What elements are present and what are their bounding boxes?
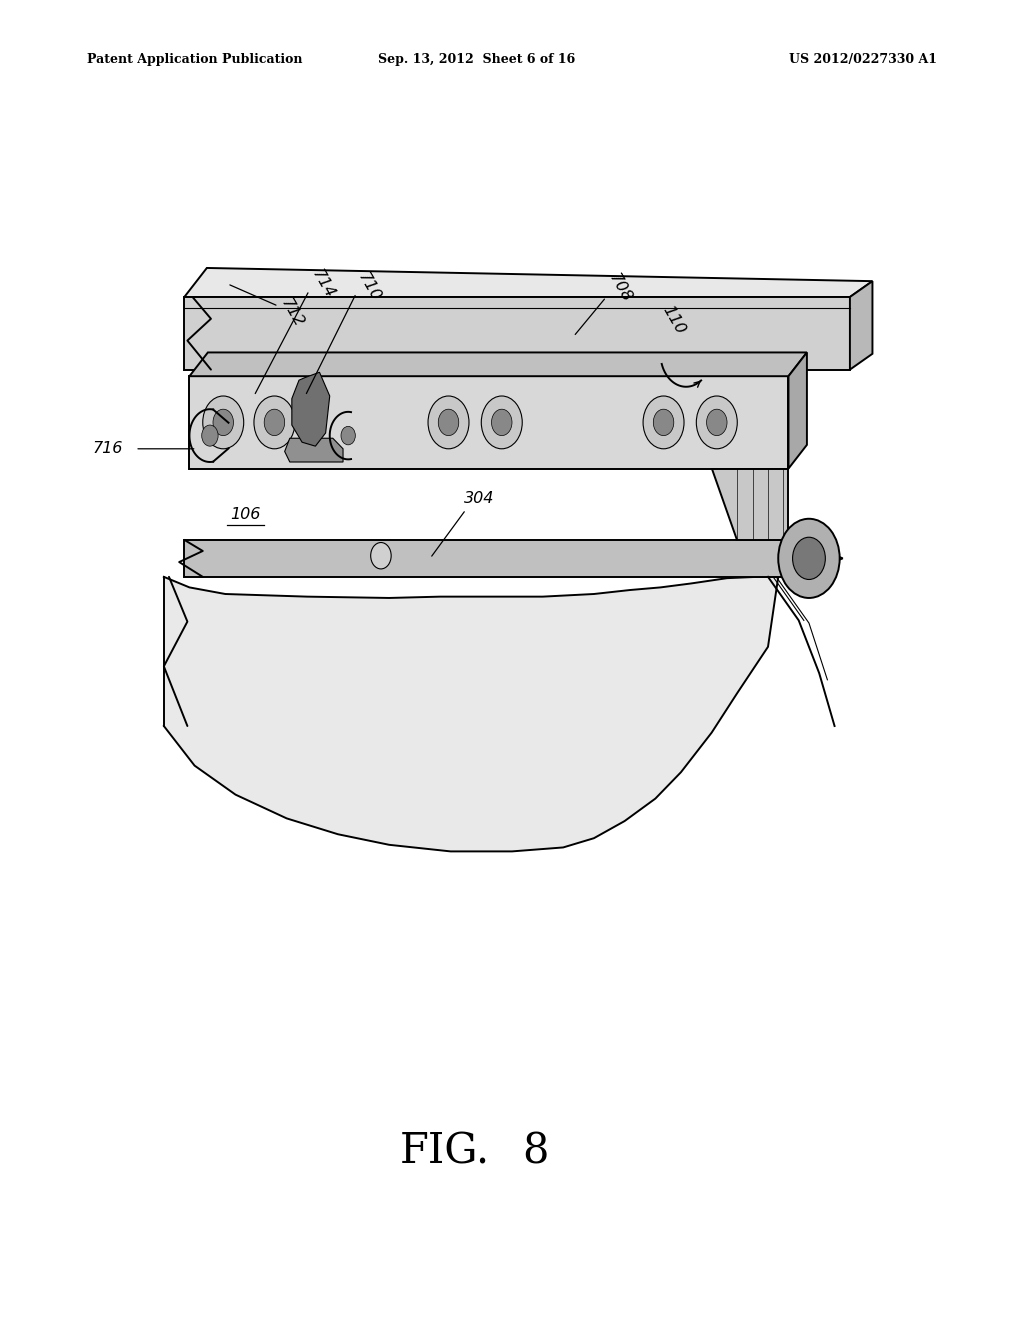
Circle shape	[264, 409, 285, 436]
Text: 304: 304	[464, 491, 495, 507]
Circle shape	[213, 409, 233, 436]
Text: 712: 712	[278, 296, 306, 330]
Circle shape	[341, 426, 355, 445]
Polygon shape	[189, 376, 788, 469]
Circle shape	[202, 425, 218, 446]
Text: 106: 106	[230, 507, 261, 523]
Circle shape	[707, 409, 727, 436]
Circle shape	[492, 409, 512, 436]
Circle shape	[481, 396, 522, 449]
Text: FIG.: FIG.	[399, 1130, 489, 1172]
Circle shape	[428, 396, 469, 449]
Text: 714: 714	[308, 267, 337, 301]
Circle shape	[696, 396, 737, 449]
Polygon shape	[788, 352, 807, 469]
Polygon shape	[285, 438, 343, 462]
Text: 710: 710	[354, 269, 383, 304]
Text: 716: 716	[92, 441, 123, 457]
Text: Patent Application Publication: Patent Application Publication	[87, 53, 302, 66]
Text: US 2012/0227330 A1: US 2012/0227330 A1	[788, 53, 937, 66]
Polygon shape	[164, 577, 778, 851]
Polygon shape	[712, 469, 788, 540]
Circle shape	[778, 519, 840, 598]
Polygon shape	[184, 297, 850, 370]
Text: 708: 708	[605, 271, 634, 305]
Polygon shape	[797, 540, 843, 577]
Polygon shape	[184, 540, 797, 577]
Text: 8: 8	[522, 1130, 549, 1172]
Circle shape	[643, 396, 684, 449]
Circle shape	[371, 543, 391, 569]
Polygon shape	[184, 268, 872, 297]
Polygon shape	[189, 352, 807, 376]
Text: Sep. 13, 2012  Sheet 6 of 16: Sep. 13, 2012 Sheet 6 of 16	[378, 53, 574, 66]
Polygon shape	[850, 281, 872, 370]
Circle shape	[203, 396, 244, 449]
Text: 110: 110	[659, 302, 688, 337]
Circle shape	[793, 537, 825, 579]
Circle shape	[438, 409, 459, 436]
Circle shape	[254, 396, 295, 449]
Circle shape	[653, 409, 674, 436]
Polygon shape	[292, 372, 330, 446]
